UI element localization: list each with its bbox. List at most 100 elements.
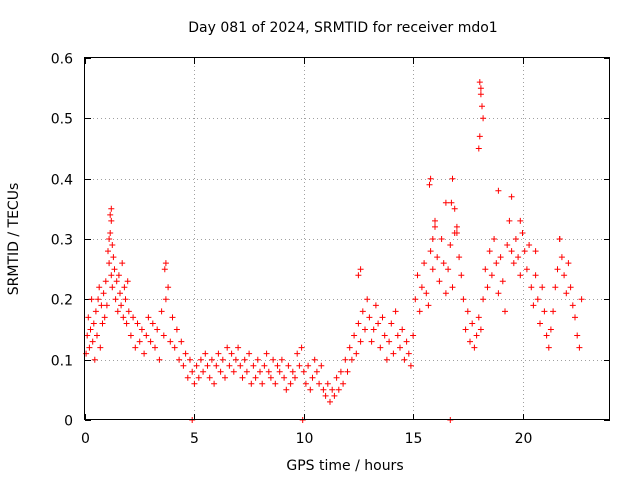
data-point	[450, 176, 456, 182]
x-tick-label: 15	[405, 431, 423, 447]
data-point	[432, 218, 438, 224]
data-point	[128, 333, 134, 339]
data-point	[358, 339, 364, 345]
data-point	[185, 375, 191, 381]
data-point	[162, 266, 168, 272]
data-point	[541, 308, 547, 314]
y-axis-label: SRMTID / TECUs	[6, 183, 22, 296]
data-point	[550, 308, 556, 314]
data-point	[382, 333, 388, 339]
data-point	[301, 369, 307, 375]
data-point	[480, 296, 486, 302]
data-point	[283, 387, 289, 393]
data-point	[561, 272, 567, 278]
data-point	[320, 387, 326, 393]
data-point	[242, 357, 248, 363]
data-point	[375, 321, 381, 327]
data-point	[120, 314, 126, 320]
data-point	[296, 363, 302, 369]
data-point	[191, 381, 197, 387]
data-point	[172, 345, 178, 351]
data-point	[96, 284, 102, 290]
data-point	[292, 375, 298, 381]
data-point	[380, 314, 386, 320]
data-point	[211, 381, 217, 387]
data-point	[334, 375, 340, 381]
data-point	[502, 308, 508, 314]
data-point	[358, 266, 364, 272]
data-point	[92, 357, 98, 363]
data-point	[121, 284, 127, 290]
data-point	[318, 363, 324, 369]
data-point	[101, 290, 107, 296]
data-point	[530, 302, 536, 308]
data-point	[347, 345, 353, 351]
data-point	[349, 357, 355, 363]
data-point	[504, 242, 510, 248]
data-point	[189, 369, 195, 375]
data-point	[255, 357, 261, 363]
data-point	[460, 296, 466, 302]
data-point	[97, 345, 103, 351]
data-point	[535, 296, 541, 302]
data-point	[520, 230, 526, 236]
data-point	[272, 381, 278, 387]
data-point	[161, 333, 167, 339]
data-point	[100, 321, 106, 327]
data-point	[395, 333, 401, 339]
data-point	[515, 254, 521, 260]
data-point	[259, 381, 265, 387]
data-point	[417, 308, 423, 314]
data-point	[487, 248, 493, 254]
data-point	[364, 296, 370, 302]
data-point	[493, 260, 499, 266]
data-point	[176, 357, 182, 363]
data-point	[86, 345, 92, 351]
data-point	[345, 369, 351, 375]
data-point	[439, 236, 445, 242]
y-tick-label: 0.1	[51, 354, 73, 370]
data-point	[552, 284, 558, 290]
data-point	[198, 357, 204, 363]
data-point	[495, 188, 501, 194]
data-point	[498, 254, 504, 260]
data-point	[355, 321, 361, 327]
data-point	[390, 351, 396, 357]
data-point	[477, 79, 483, 85]
x-tick-label: 10	[296, 431, 314, 447]
data-point	[159, 308, 165, 314]
data-point	[513, 236, 519, 242]
data-point	[200, 369, 206, 375]
data-point	[281, 375, 287, 381]
data-point	[222, 375, 228, 381]
data-point	[110, 254, 116, 260]
data-point	[124, 321, 130, 327]
data-point	[477, 133, 483, 139]
data-point	[467, 339, 473, 345]
data-point	[353, 351, 359, 357]
data-point	[312, 357, 318, 363]
data-point	[187, 357, 193, 363]
data-point	[489, 272, 495, 278]
data-point	[248, 381, 254, 387]
data-point	[427, 182, 433, 188]
data-point	[102, 314, 108, 320]
data-point	[108, 272, 114, 278]
data-point	[152, 345, 158, 351]
data-point	[270, 357, 276, 363]
data-point	[299, 345, 305, 351]
data-point	[246, 351, 252, 357]
data-point	[84, 333, 90, 339]
data-point	[397, 345, 403, 351]
data-point	[106, 236, 112, 242]
data-point	[408, 363, 414, 369]
data-point	[290, 369, 296, 375]
data-point	[360, 308, 366, 314]
data-point	[98, 302, 104, 308]
data-point	[163, 296, 169, 302]
data-point	[327, 399, 333, 405]
data-point	[143, 333, 149, 339]
data-point	[288, 381, 294, 387]
data-point	[316, 381, 322, 387]
data-point	[183, 351, 189, 357]
